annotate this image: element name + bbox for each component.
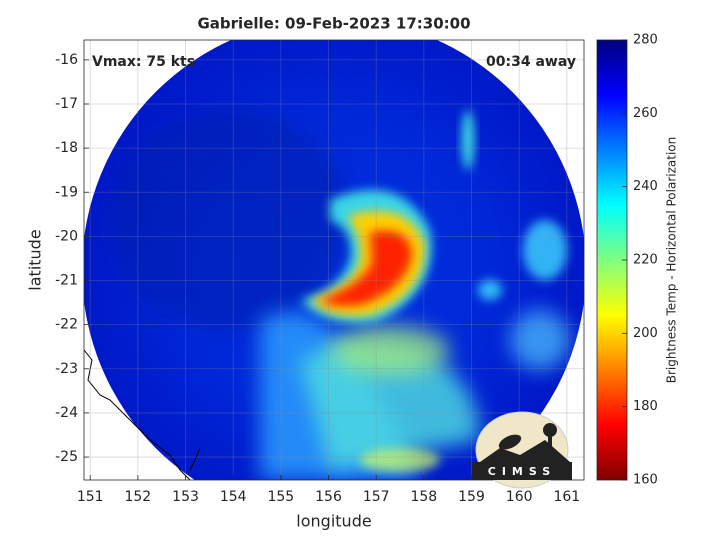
y-tick-label: -16 <box>55 52 78 68</box>
satellite-image <box>84 40 584 480</box>
y-tick-label: -17 <box>55 96 78 112</box>
x-tick-label: 153 <box>172 489 199 505</box>
colorbar-tick-label: 260 <box>633 106 658 121</box>
logo: CIMSS <box>472 411 572 489</box>
coastline <box>84 349 201 480</box>
colorbar-tick-label: 220 <box>633 253 658 268</box>
y-tick-label: -22 <box>55 317 78 333</box>
grid <box>84 40 584 480</box>
x-tick-label: 158 <box>410 489 437 505</box>
annotation: Vmax: 75 kts <box>92 54 195 70</box>
x-tick-label: 157 <box>363 489 390 505</box>
x-tick-label: 156 <box>315 489 342 505</box>
x-tick-label: 154 <box>220 489 247 505</box>
annotation: 00:34 away <box>486 54 576 70</box>
x-tick-label: 151 <box>77 489 104 505</box>
x-tick-label: 155 <box>267 489 294 505</box>
x-tick-label: 159 <box>458 489 485 505</box>
y-tick-label: -19 <box>55 184 78 200</box>
y-axis-label: latitude <box>26 229 45 290</box>
x-axis-label: longitude <box>296 512 371 531</box>
colorbar-tick-label: 200 <box>633 326 658 341</box>
y-tick-label: -23 <box>55 361 78 377</box>
colorbar-tick-label: 160 <box>633 473 658 488</box>
y-tick-label: -21 <box>55 273 78 289</box>
colorbar-label: Brightness Temp - Horizontal Polarizatio… <box>665 137 679 384</box>
colorbar-tick-label: 180 <box>633 399 658 414</box>
map-title: Gabrielle: 09-Feb-2023 17:30:00 <box>197 15 470 33</box>
y-tick-label: -18 <box>55 140 78 156</box>
x-tick-label: 161 <box>553 489 580 505</box>
colorbar-tick-label: 240 <box>633 179 658 194</box>
x-tick-label: 160 <box>506 489 533 505</box>
colorbar-tick-label: 280 <box>633 33 658 48</box>
x-tick-label: 152 <box>124 489 151 505</box>
y-tick-label: -25 <box>55 449 78 465</box>
y-tick-label: -24 <box>55 405 78 421</box>
logo-text: CIMSS <box>488 465 556 478</box>
y-tick-label: -20 <box>55 228 78 244</box>
plot-frame <box>83 39 585 481</box>
